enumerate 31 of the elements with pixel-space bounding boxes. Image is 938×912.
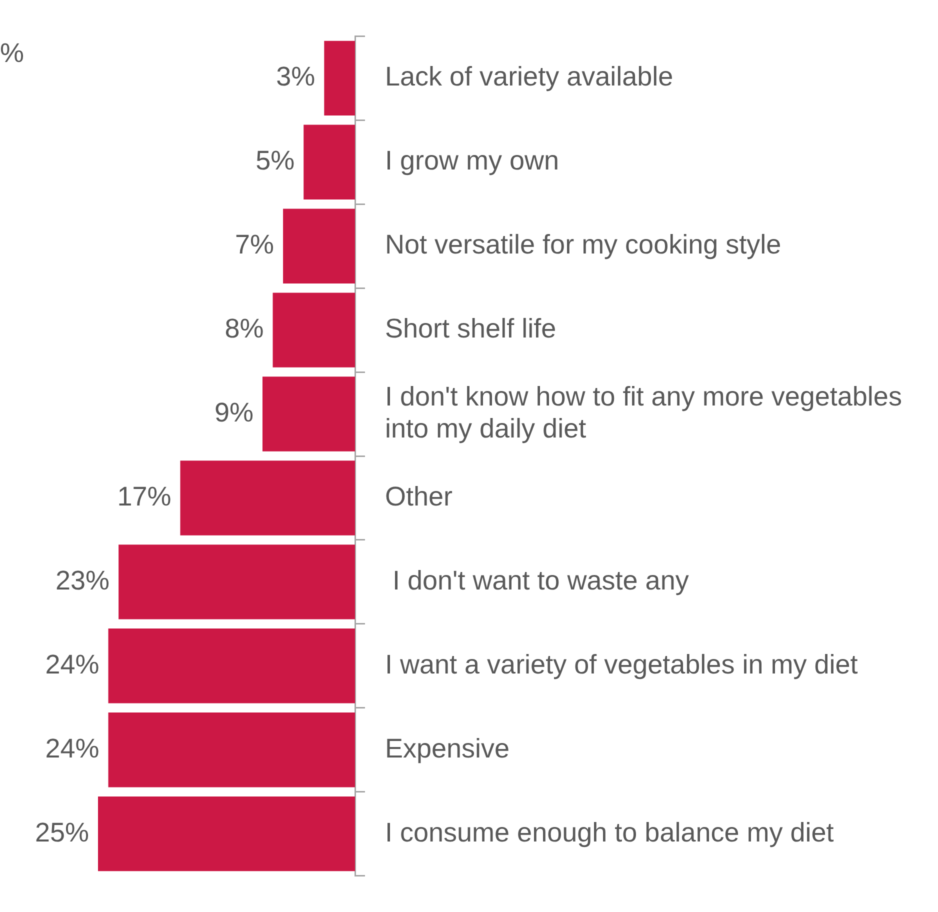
y-tick-label: Expensive (385, 733, 510, 764)
bar (283, 208, 355, 284)
y-tick-label: I consume enough to balance my diet (385, 817, 834, 848)
y-tick-label: Other (385, 481, 453, 512)
bar (324, 40, 355, 116)
data-label: 24% (45, 733, 100, 764)
y-tick-label: Not versatile for my cooking style (385, 230, 782, 260)
y-tick-label: Lack of variety available (385, 62, 674, 92)
data-label: 9% (214, 397, 254, 428)
data-label: 23% (56, 565, 110, 596)
y-tick-label: I grow my own (385, 146, 560, 176)
bar (180, 460, 355, 536)
data-label: 17% (117, 481, 172, 512)
bar (108, 628, 355, 704)
data-label: 5% (256, 146, 295, 176)
data-label: 24% (45, 649, 100, 680)
data-label: 7% (235, 230, 274, 260)
data-label: 8% (224, 314, 264, 344)
y-tick-label: I want a variety of vegetables in my diet (385, 649, 858, 680)
bar (108, 712, 355, 788)
bar (262, 376, 355, 452)
bar (304, 124, 355, 200)
text: % (0, 38, 24, 69)
y-tick-label: I don't want to waste any (385, 565, 690, 596)
data-label: 3% (276, 62, 316, 92)
y-tick-label: I don't know how to fit any more vegetables into my daily diet (385, 381, 902, 444)
bar (118, 544, 355, 620)
bar (98, 796, 355, 872)
bar (272, 292, 355, 368)
data-label: 25% (34, 817, 89, 848)
y-tick-label: Short shelf life (385, 314, 556, 344)
